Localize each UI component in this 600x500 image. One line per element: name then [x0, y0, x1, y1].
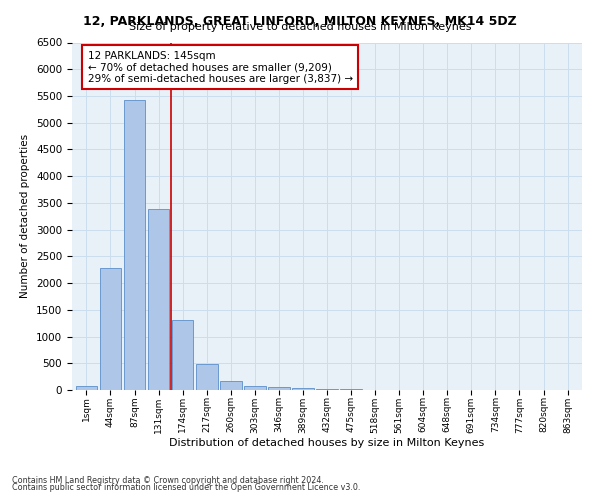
- Bar: [124, 100, 145, 390]
- Text: Contains HM Land Registry data © Crown copyright and database right 2024.: Contains HM Land Registry data © Crown c…: [12, 476, 324, 485]
- Bar: [220, 381, 242, 390]
- Bar: [172, 320, 193, 390]
- Text: 12 PARKLANDS: 145sqm
← 70% of detached houses are smaller (9,209)
29% of semi-de: 12 PARKLANDS: 145sqm ← 70% of detached h…: [88, 50, 353, 84]
- Bar: [268, 387, 290, 390]
- Bar: [316, 389, 338, 390]
- Bar: [148, 210, 169, 390]
- Text: 12, PARKLANDS, GREAT LINFORD, MILTON KEYNES, MK14 5DZ: 12, PARKLANDS, GREAT LINFORD, MILTON KEY…: [83, 15, 517, 28]
- Y-axis label: Number of detached properties: Number of detached properties: [20, 134, 31, 298]
- Text: Size of property relative to detached houses in Milton Keynes: Size of property relative to detached ho…: [129, 22, 471, 32]
- Bar: [100, 268, 121, 390]
- Bar: [292, 388, 314, 390]
- Text: Contains public sector information licensed under the Open Government Licence v3: Contains public sector information licen…: [12, 484, 361, 492]
- Bar: [196, 364, 218, 390]
- X-axis label: Distribution of detached houses by size in Milton Keynes: Distribution of detached houses by size …: [169, 438, 485, 448]
- Bar: [76, 386, 97, 390]
- Bar: [244, 386, 266, 390]
